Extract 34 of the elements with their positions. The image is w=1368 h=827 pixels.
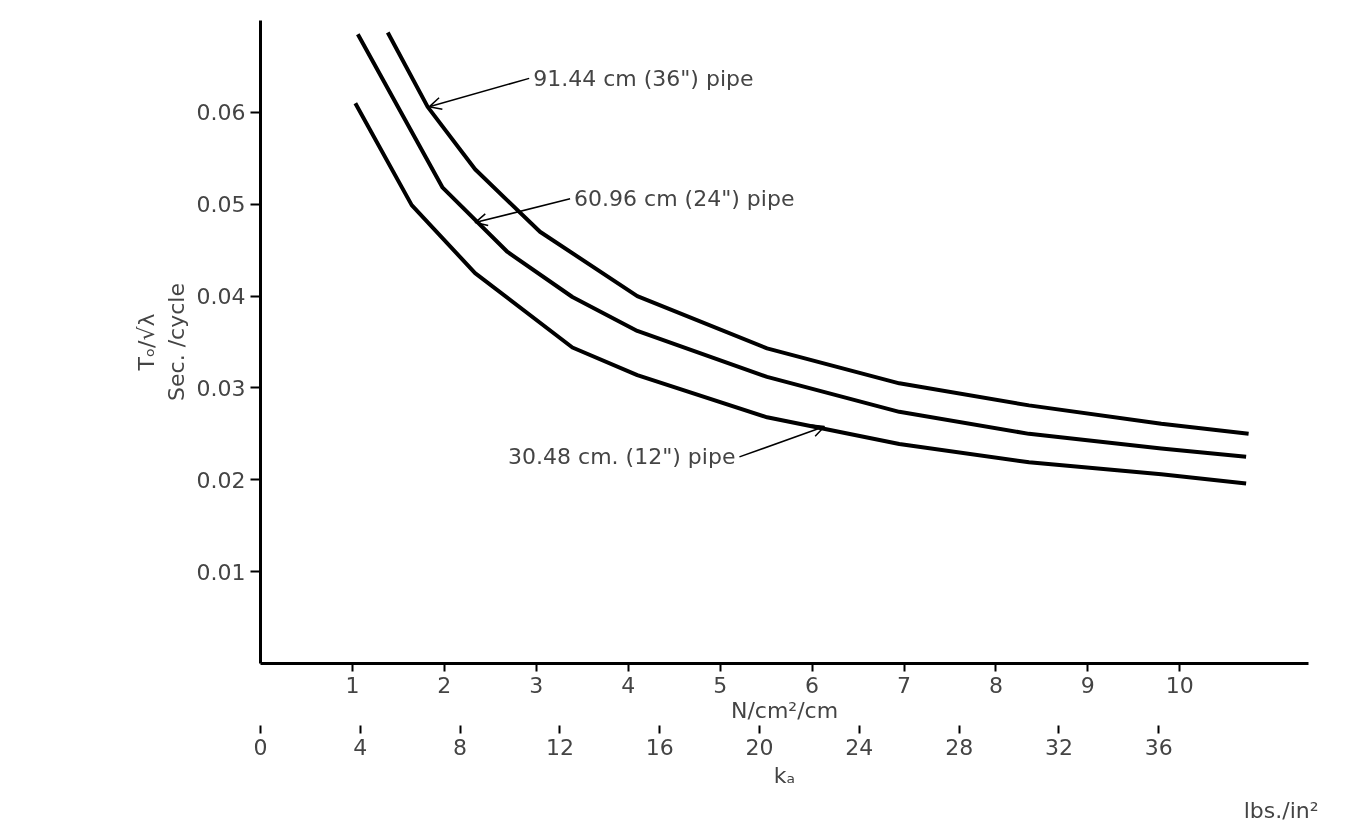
x2-tick-label: 4 — [621, 672, 636, 698]
x-tick-label: 16 — [645, 734, 674, 760]
annotation: 91.44 cm (36") pipe — [533, 65, 754, 91]
x2-tick-label: 10 — [1165, 672, 1194, 698]
line-series — [353, 101, 1249, 486]
x2-tick-label: 1 — [345, 672, 360, 698]
x-tick-label: 36 — [1144, 734, 1173, 760]
y-tick-label: 0.03 — [196, 375, 246, 401]
y-tick-label: 0.02 — [196, 467, 246, 493]
x2-tick-label: 6 — [805, 672, 820, 698]
y-tick-label: 0.04 — [196, 284, 246, 310]
x-tick-label: 24 — [845, 734, 874, 760]
x-tick-label: 32 — [1044, 734, 1073, 760]
y-tick-label: 0.01 — [196, 559, 246, 585]
y-tick-label: 0.05 — [196, 192, 246, 218]
x-tick-label: 28 — [945, 734, 974, 760]
x2-tick-label: 7 — [897, 672, 912, 698]
x-tick-label: 20 — [745, 734, 774, 760]
y-axis-title: Tₒ/√λ Sec. /cycle — [133, 283, 189, 401]
text: lbs./in² — [1243, 797, 1319, 823]
x2-tick-label: 3 — [529, 672, 544, 698]
y-tick-label: 0.06 — [196, 100, 246, 126]
annotation: 30.48 cm. (12") pipe — [508, 444, 736, 470]
annotation: 60.96 cm (24") pipe — [574, 186, 795, 212]
x-tick-label: 12 — [545, 734, 574, 760]
x-tick-label: 4 — [353, 734, 368, 760]
x2-axis-title: N/cm²/cm — [730, 697, 839, 723]
x2-tick-label: 8 — [988, 672, 1003, 698]
x-axis-title: kₐ — [773, 762, 796, 788]
x-tick-label: 0 — [253, 734, 268, 760]
x2-tick-label: 2 — [437, 672, 452, 698]
x2-tick-label: 9 — [1080, 672, 1095, 698]
x-tick-label: 8 — [453, 734, 468, 760]
x2-tick-label: 5 — [713, 672, 728, 698]
